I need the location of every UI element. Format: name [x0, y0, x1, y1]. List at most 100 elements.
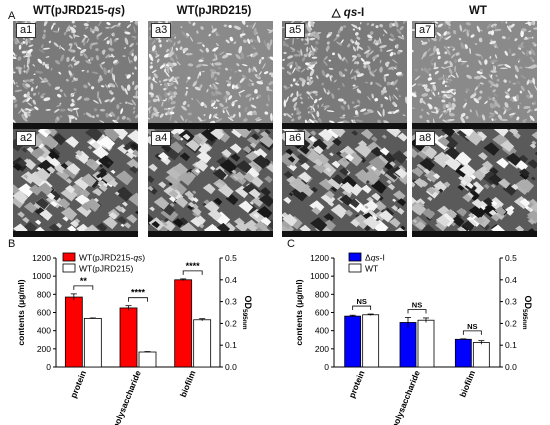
y2-tick-label: 0.3: [225, 297, 237, 307]
sem-micrograph-image: [13, 129, 138, 237]
column-header-2: WT(pJRD215): [176, 5, 252, 17]
y-tick-label: 600: [37, 308, 51, 318]
y-tick-label: 1000: [310, 271, 329, 281]
y2-axis-label-main: OD: [243, 295, 253, 309]
y-tick-label: 200: [37, 344, 51, 354]
bar-2-polysaccharide: [138, 351, 157, 368]
legend-label-2: WT: [365, 264, 378, 274]
y-tick-label: 200: [315, 344, 329, 354]
y2-tick-label: 0.0: [225, 362, 237, 372]
legend-label-1: WT(pJRD215-qs): [79, 253, 145, 263]
bar-2-protein: [362, 314, 380, 368]
y-tick-label: 800: [315, 289, 329, 299]
sem-tile-label: a6: [285, 131, 306, 146]
column-header-1-text: WT(pJRD215-qs): [32, 5, 126, 17]
legend-label-part: Δ: [365, 253, 371, 263]
legend-label-part: -I: [380, 253, 385, 263]
category-label: biofilm: [457, 369, 477, 399]
y2-axis-label-sub: 595nm: [241, 309, 248, 330]
y-axis-label: contents (μg/ml): [294, 279, 304, 345]
column-header-1: WT(pJRD215-qs): [13, 5, 145, 17]
sem-micrograph-image: [13, 21, 138, 129]
column-header-3: △ qs-I: [331, 7, 365, 19]
sem-tile-a2: a2: [13, 129, 138, 237]
sem-micrograph-image: [412, 21, 537, 129]
sem-tile-a5: a5: [282, 21, 407, 129]
bar-1-protein: [344, 315, 362, 368]
bar-2-polysaccharide: [417, 319, 435, 368]
y2-tick-label: 0.2: [225, 318, 237, 328]
sem-tile-label: a3: [151, 23, 172, 38]
panel-b-letter: B: [8, 238, 16, 250]
y2-tick-label: 0.4: [505, 275, 517, 285]
sem-tile-a8: a8: [412, 129, 537, 237]
chart-b: 0 200 400 600 800 1000 1200 0.0 0.1 0.2 0.3 0.4 0.5 c…: [16, 252, 253, 425]
legend-label-part: qs: [133, 253, 143, 263]
sem-info-bar: [282, 123, 407, 129]
sem-info-bar: [412, 123, 537, 129]
significance-bracket: [462, 330, 482, 335]
sem-tile-label: a7: [415, 23, 436, 38]
category-label: protein: [346, 369, 366, 399]
y2-tick-label: 0.0: [505, 362, 517, 372]
significance-label: NS: [356, 297, 366, 306]
y2-tick-label: 0.5: [505, 253, 517, 263]
legend-swatch-1: [62, 252, 76, 262]
legend-label-part: WT(pJRD215-: [79, 253, 133, 263]
sem-tile-label: a2: [16, 131, 37, 146]
sem-tile-a7: a7: [412, 21, 537, 129]
panel-c-letter: C: [287, 238, 295, 250]
chart-c: 0 200 400 600 800 1000 1200 0.0 0.1 0.2 0.3 0.4 0.5 c…: [294, 252, 533, 425]
significance-label: ****: [186, 261, 201, 271]
y-tick-label: 0: [46, 362, 51, 372]
sem-tile-label: a1: [16, 23, 37, 38]
bar-1-biofilm: [454, 338, 472, 368]
y-axis-label: contents (μg/ml): [16, 279, 26, 345]
significance-bracket: [407, 309, 427, 314]
sem-tile-a1: a1: [13, 21, 138, 129]
panel-a-letter: A: [8, 10, 16, 22]
y2-tick-label: 0.4: [225, 275, 237, 285]
y2-tick-label: 0.3: [505, 297, 517, 307]
category-label: polysaccharide: [389, 369, 422, 425]
y2-tick-label: 0.2: [505, 318, 517, 328]
bar-1-polysaccharide: [399, 322, 417, 368]
sem-tile-a6: a6: [282, 129, 407, 237]
y-tick-label: 1200: [310, 253, 329, 263]
sem-info-bar: [412, 231, 537, 237]
sem-info-bar: [148, 123, 273, 129]
sem-micrograph-image: [148, 21, 273, 129]
sem-tile-a3: a3: [148, 21, 273, 129]
y2-axis-label-main: OD: [523, 295, 533, 309]
y-tick-label: 600: [315, 308, 329, 318]
y-tick-label: 800: [37, 289, 51, 299]
legend-label-part: qs: [371, 253, 381, 263]
sem-tile-label: a8: [415, 131, 436, 146]
legend-swatch-1: [348, 252, 362, 262]
legend-label-2: WT(pJRD215): [79, 264, 133, 274]
legend-swatch-2: [348, 263, 362, 273]
y2-axis-label-sub: 595nm: [521, 309, 528, 330]
bar-2-biofilm: [472, 342, 490, 368]
bar-1-protein: [64, 296, 83, 368]
y2-tick-label: 0.5: [225, 253, 237, 263]
y-tick-label: 0: [324, 362, 329, 372]
sem-tile-label: a5: [285, 23, 306, 38]
y-tick-label: 400: [315, 326, 329, 336]
significance-bracket: [182, 270, 203, 275]
y-tick-label: 1000: [32, 271, 51, 281]
legend-label-part: ): [142, 253, 145, 263]
sem-micrograph-image: [148, 129, 273, 237]
significance-bracket: [128, 297, 148, 302]
sem-info-bar: [282, 231, 407, 237]
sem-tile-label: a4: [151, 131, 172, 146]
sem-info-bar: [13, 123, 138, 129]
significance-label: NS: [412, 300, 422, 309]
sem-tile-a4: a4: [148, 129, 273, 237]
category-label: polysaccharide: [110, 369, 143, 425]
bar-2-biofilm: [193, 319, 212, 368]
column-header-4: WT: [469, 5, 487, 17]
sem-info-bar: [148, 231, 273, 237]
sem-info-bar: [13, 231, 138, 237]
y2-axis-label: OD595nm: [241, 295, 253, 329]
